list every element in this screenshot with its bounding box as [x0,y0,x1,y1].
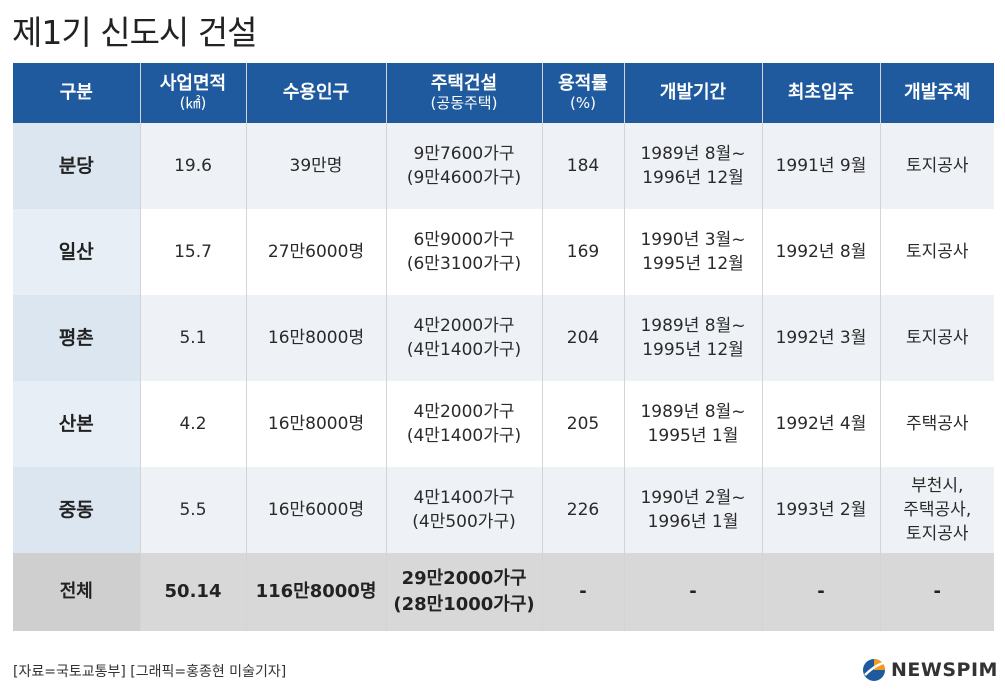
developer-cell: 주택공사 [879,381,994,467]
developer-cell: - [879,553,994,631]
housing-cell: 29만2000가구 (28만1000가구) [385,553,542,631]
area-cell: 5.1 [139,295,246,381]
table-row: 일산 15.7 27만6000명 6만9000가구 (6만3100가구) 169 … [13,209,994,295]
developer-cell: 토지공사 [879,295,994,381]
header-row: 구분 사업면적 (㎢) 수용인구 주택건설 (공동주택) 용적률 (%) 개발기간 최… [13,63,994,123]
period-cell: 1990년 3월~ 1995년 12월 [623,209,762,295]
header-cell: 개발기간 [623,63,762,123]
move-in-cell: - [761,553,880,631]
period-cell: 1989년 8월~ 1996년 12월 [623,123,762,209]
header-cell: 용적률 (%) [541,63,624,123]
row-label: 전체 [13,553,140,631]
header-cell: 수용인구 [245,63,386,123]
row-label: 평촌 [13,295,140,381]
developer-cell: 부천시, 주택공사, 토지공사 [879,467,994,553]
population-cell: 16만6000명 [245,467,386,553]
population-cell: 39만명 [245,123,386,209]
table-row: 중동 5.5 16만6000명 4만1400가구 (4만500가구) 226 19… [13,467,994,553]
far-cell: - [541,553,624,631]
header-cell: 주택건설 (공동주택) [385,63,542,123]
population-cell: 116만8000명 [245,553,386,631]
far-cell: 226 [541,467,624,553]
total-row: 전체 50.14 116만8000명 29만2000가구 (28만1000가구) … [13,553,994,631]
source-credit: [자료=국토교통부] [그래픽=홍종현 미술기자] [13,664,287,680]
row-label: 산본 [13,381,140,467]
period-cell: - [623,553,762,631]
table-row: 산본 4.2 16만8000명 4만2000가구 (4만1400가구) 205 1… [13,381,994,467]
period-cell: 1990년 2월~ 1996년 1월 [623,467,762,553]
data-table: 구분 사업면적 (㎢) 수용인구 주택건설 (공동주택) 용적률 (%) 개발기간 최… [13,63,994,631]
population-cell: 16만8000명 [245,295,386,381]
header-cell: 구분 [13,63,140,123]
housing-cell: 6만9000가구 (6만3100가구) [385,209,542,295]
population-cell: 16만8000명 [245,381,386,467]
move-in-cell: 1991년 9월 [761,123,880,209]
move-in-cell: 1993년 2월 [761,467,880,553]
header-cell: 사업면적 (㎢) [139,63,246,123]
developer-cell: 토지공사 [879,123,994,209]
newspim-logo: NEWSPIM [862,655,998,685]
period-cell: 1989년 8월~ 1995년 12월 [623,295,762,381]
far-cell: 205 [541,381,624,467]
header-cell: 최초입주 [761,63,880,123]
move-in-cell: 1992년 8월 [761,209,880,295]
area-cell: 4.2 [139,381,246,467]
far-cell: 169 [541,209,624,295]
far-cell: 204 [541,295,624,381]
table-row: 평촌 5.1 16만8000명 4만2000가구 (4만1400가구) 204 1… [13,295,994,381]
housing-cell: 4만2000가구 (4만1400가구) [385,295,542,381]
housing-cell: 4만2000가구 (4만1400가구) [385,381,542,467]
area-cell: 50.14 [139,553,246,631]
housing-cell: 9만7600가구 (9만4600가구) [385,123,542,209]
area-cell: 19.6 [139,123,246,209]
move-in-cell: 1992년 3월 [761,295,880,381]
move-in-cell: 1992년 4월 [761,381,880,467]
far-cell: 184 [541,123,624,209]
period-cell: 1989년 8월~ 1995년 1월 [623,381,762,467]
area-cell: 5.5 [139,467,246,553]
population-cell: 27만6000명 [245,209,386,295]
row-label: 중동 [13,467,140,553]
row-label: 일산 [13,209,140,295]
row-label: 분당 [13,123,140,209]
developer-cell: 토지공사 [879,209,994,295]
newspim-logo-icon [863,659,885,681]
logo-text: NEWSPIM [891,659,998,681]
header-cell: 개발주체 [879,63,994,123]
housing-cell: 4만1400가구 (4만500가구) [385,467,542,553]
page-title: 제1기 신도시 건설 [12,13,257,52]
area-cell: 15.7 [139,209,246,295]
table-row: 분당 19.6 39만명 9만7600가구 (9만4600가구) 184 1989… [13,123,994,209]
